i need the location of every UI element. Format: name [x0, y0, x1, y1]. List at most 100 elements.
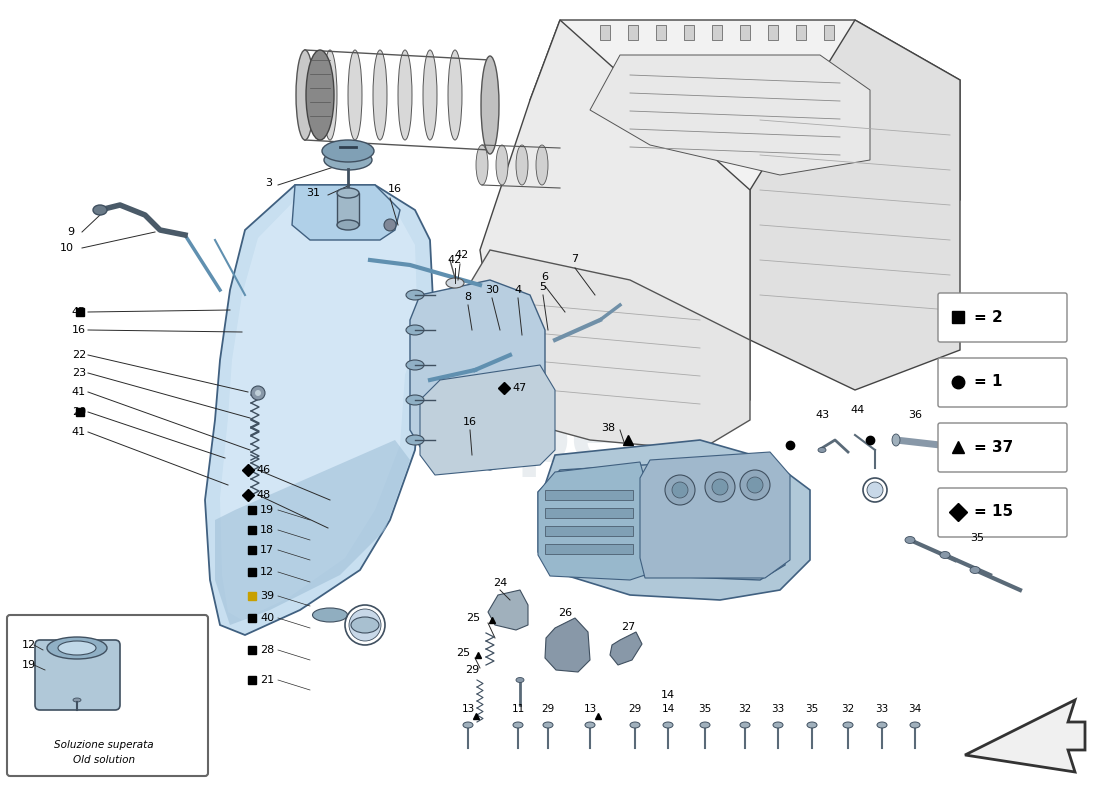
- Ellipse shape: [910, 722, 920, 728]
- Ellipse shape: [406, 290, 424, 300]
- Ellipse shape: [348, 50, 362, 140]
- Bar: [600, 25, 610, 40]
- FancyBboxPatch shape: [938, 488, 1067, 537]
- Bar: [544, 526, 632, 536]
- Bar: [544, 490, 632, 500]
- Polygon shape: [460, 250, 750, 450]
- Circle shape: [384, 219, 396, 231]
- Bar: [740, 25, 750, 40]
- Text: 20: 20: [72, 407, 86, 417]
- Ellipse shape: [47, 637, 107, 659]
- Ellipse shape: [630, 722, 640, 728]
- Text: 47: 47: [512, 383, 526, 393]
- Text: 11: 11: [512, 704, 525, 714]
- FancyBboxPatch shape: [7, 615, 208, 776]
- Polygon shape: [410, 280, 544, 470]
- Ellipse shape: [73, 698, 81, 702]
- Text: 40: 40: [260, 613, 274, 623]
- Ellipse shape: [324, 150, 372, 170]
- Text: 45: 45: [72, 307, 86, 317]
- Polygon shape: [205, 185, 434, 635]
- Polygon shape: [337, 193, 359, 225]
- Text: 6: 6: [541, 272, 549, 282]
- Ellipse shape: [373, 50, 387, 140]
- Text: 7: 7: [571, 254, 579, 264]
- Text: 10: 10: [60, 243, 74, 253]
- Text: 48: 48: [256, 490, 271, 500]
- Ellipse shape: [513, 722, 522, 728]
- Circle shape: [349, 609, 381, 641]
- Ellipse shape: [905, 537, 915, 543]
- Circle shape: [712, 479, 728, 495]
- Bar: [544, 544, 632, 554]
- Text: 38: 38: [601, 423, 615, 433]
- Text: 24: 24: [493, 578, 507, 588]
- Text: 46: 46: [256, 465, 271, 475]
- Text: 5: 5: [539, 282, 547, 292]
- Text: 28: 28: [260, 645, 274, 655]
- Ellipse shape: [337, 220, 359, 230]
- Text: 42: 42: [448, 255, 462, 265]
- Ellipse shape: [306, 50, 334, 140]
- Ellipse shape: [476, 145, 488, 185]
- Bar: [656, 25, 666, 40]
- Text: 29: 29: [541, 704, 554, 714]
- Text: 29: 29: [628, 704, 641, 714]
- Text: 27: 27: [620, 622, 635, 632]
- Text: 25: 25: [455, 648, 470, 658]
- FancyBboxPatch shape: [938, 293, 1067, 342]
- Bar: [768, 25, 778, 40]
- Circle shape: [740, 470, 770, 500]
- Text: 13: 13: [583, 704, 596, 714]
- Text: 41: 41: [72, 427, 86, 437]
- Circle shape: [705, 472, 735, 502]
- Text: 31: 31: [306, 188, 320, 198]
- Ellipse shape: [298, 50, 312, 140]
- Ellipse shape: [843, 722, 852, 728]
- Text: 16: 16: [463, 417, 477, 427]
- Polygon shape: [965, 700, 1085, 772]
- Polygon shape: [420, 365, 556, 475]
- Ellipse shape: [58, 641, 96, 655]
- Circle shape: [867, 482, 883, 498]
- Bar: [544, 508, 632, 518]
- Text: 44: 44: [851, 405, 865, 415]
- Ellipse shape: [337, 188, 359, 198]
- Text: 18: 18: [260, 525, 274, 535]
- Ellipse shape: [536, 145, 548, 185]
- Polygon shape: [530, 20, 960, 230]
- Ellipse shape: [94, 205, 107, 215]
- Ellipse shape: [700, 722, 710, 728]
- Text: 13: 13: [461, 704, 474, 714]
- Ellipse shape: [312, 608, 348, 622]
- Ellipse shape: [351, 617, 380, 633]
- Polygon shape: [610, 632, 642, 665]
- Text: 26: 26: [558, 608, 572, 618]
- Text: 32: 32: [842, 704, 855, 714]
- Text: 22: 22: [72, 350, 86, 360]
- Polygon shape: [214, 440, 410, 625]
- Circle shape: [255, 390, 261, 396]
- Ellipse shape: [296, 50, 314, 140]
- Text: 4: 4: [515, 285, 521, 295]
- Text: 16: 16: [388, 184, 401, 194]
- Ellipse shape: [663, 722, 673, 728]
- Ellipse shape: [585, 722, 595, 728]
- Bar: [824, 25, 834, 40]
- Ellipse shape: [740, 722, 750, 728]
- Bar: [796, 25, 806, 40]
- Ellipse shape: [323, 50, 337, 140]
- Text: 42: 42: [455, 250, 469, 260]
- Circle shape: [672, 482, 688, 498]
- Text: 9: 9: [67, 227, 74, 237]
- Polygon shape: [538, 458, 785, 580]
- Ellipse shape: [481, 56, 499, 154]
- Polygon shape: [488, 590, 528, 630]
- Polygon shape: [220, 195, 418, 620]
- Text: 16: 16: [72, 325, 86, 335]
- Circle shape: [747, 477, 763, 493]
- FancyBboxPatch shape: [938, 358, 1067, 407]
- Text: 19: 19: [260, 505, 274, 515]
- Polygon shape: [480, 20, 750, 430]
- Text: 23: 23: [72, 368, 86, 378]
